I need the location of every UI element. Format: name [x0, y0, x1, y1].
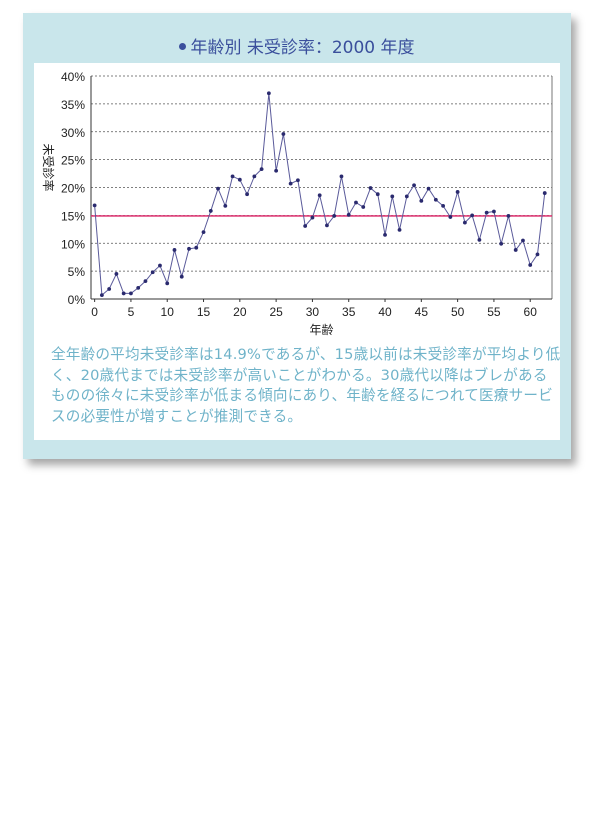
y-tick-label: 35% — [61, 98, 85, 112]
y-tick-label: 25% — [61, 154, 85, 168]
x-tick-label: 35 — [342, 305, 356, 319]
x-tick-label: 50 — [451, 305, 465, 319]
data-point — [172, 248, 177, 252]
data-point — [136, 285, 141, 290]
data-point — [150, 270, 155, 275]
data-point — [158, 263, 162, 268]
data-point — [375, 192, 380, 197]
data-point — [332, 214, 337, 218]
data-point — [346, 212, 351, 217]
data-point — [129, 291, 133, 296]
data-point — [339, 174, 344, 179]
x-tick-label: 55 — [487, 305, 501, 319]
bullet-icon — [179, 42, 187, 50]
data-point — [92, 203, 97, 208]
data-point — [361, 205, 366, 209]
data-point — [223, 203, 228, 208]
data-point — [143, 279, 148, 284]
data-point — [288, 181, 293, 186]
x-tick-label: 5 — [128, 305, 135, 319]
y-tick-label: 40% — [61, 70, 85, 84]
y-tick-label: 30% — [61, 126, 85, 140]
data-point — [281, 132, 286, 136]
data-point — [448, 215, 453, 219]
data-point — [492, 209, 496, 214]
data-point — [252, 174, 257, 179]
data-point — [274, 168, 279, 173]
y-tick-label: 20% — [61, 182, 85, 196]
data-point — [325, 223, 329, 228]
chart-card: 0% 5% 10% 15% 20% 25% 30% 35% 40% 0 5 10 15 20 25 30 35 4… — [34, 63, 560, 440]
data-point — [368, 186, 373, 190]
data-point — [259, 167, 264, 172]
data-point — [513, 248, 518, 252]
chart-title: 年齢別 未受診率：2000 年度 — [190, 38, 415, 58]
data-point — [310, 215, 315, 220]
data-point — [317, 193, 322, 198]
data-point — [201, 230, 206, 235]
chart-panel: 年齢別 未受診率：2000 年度 0% 5% 10% 15% 20% 25% 30% 35% 4… — [23, 13, 571, 459]
x-tick-label: 10 — [161, 305, 175, 319]
data-point — [397, 227, 402, 232]
x-tick-label: 25 — [269, 305, 283, 319]
y-tick-label: 5% — [68, 265, 86, 279]
data-point — [441, 203, 446, 208]
chart-title-row: 年齢別 未受診率：2000 年度 — [23, 33, 571, 58]
data-point — [412, 183, 416, 188]
y-axis-label: 未受診率 — [41, 143, 56, 191]
data-point — [535, 252, 540, 257]
line-chart: 0% 5% 10% 15% 20% 25% 30% 35% 40% 0 5 10 15 20 25 30 35 4… — [41, 70, 553, 337]
data-point — [107, 287, 112, 291]
data-point — [187, 246, 191, 251]
data-point — [114, 272, 119, 276]
x-tick-label: 40 — [378, 305, 392, 319]
data-point — [419, 198, 424, 203]
data-point — [179, 274, 184, 279]
data-point — [194, 245, 199, 250]
data-point — [506, 214, 511, 218]
data-point — [426, 186, 431, 191]
data-point — [521, 238, 525, 243]
data-point — [484, 210, 489, 215]
data-point — [99, 293, 104, 297]
data-point — [230, 174, 235, 179]
data-point — [266, 91, 271, 96]
x-tick-label: 45 — [415, 305, 429, 319]
data-point — [542, 191, 547, 195]
data-point — [433, 197, 438, 202]
data-point — [470, 213, 475, 218]
x-tick-label: 15 — [197, 305, 211, 319]
data-point — [455, 190, 460, 194]
data-point — [237, 177, 242, 182]
data-point — [404, 194, 409, 199]
x-axis-label: 年齢 — [309, 322, 333, 337]
x-tick-label: 60 — [524, 305, 538, 319]
x-tick-label: 0 — [91, 305, 98, 319]
x-tick-label: 30 — [306, 305, 320, 319]
y-tick-label: 15% — [61, 209, 85, 223]
data-point — [354, 200, 358, 205]
data-point — [165, 281, 170, 286]
data-point — [383, 232, 387, 237]
data-point — [245, 192, 249, 197]
y-tick-label: 10% — [61, 237, 85, 251]
data-point — [390, 194, 395, 199]
data-point — [528, 263, 533, 267]
data-point — [477, 238, 482, 242]
x-tick-label: 20 — [233, 305, 247, 319]
y-tick-label: 0% — [68, 293, 86, 307]
data-point — [208, 209, 213, 213]
data-point — [216, 186, 220, 191]
data-point — [499, 241, 504, 246]
description-text: 全年齢の平均未受診率は14.9%であるが、15歳以前は未受診率が平均より低く、2… — [51, 346, 561, 425]
data-point — [462, 220, 467, 225]
data-point — [121, 291, 126, 296]
data-point — [296, 178, 300, 183]
data-point — [303, 224, 308, 228]
